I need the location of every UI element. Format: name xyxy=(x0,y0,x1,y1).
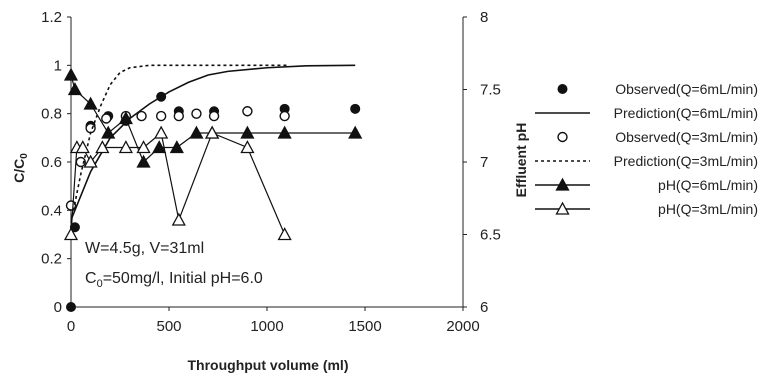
data-point xyxy=(240,125,255,139)
y2-axis-label: Effluent pH xyxy=(513,123,529,198)
data-point xyxy=(101,113,112,124)
legend-item: Prediction(Q=3mL/min) xyxy=(535,153,758,169)
data-point xyxy=(277,227,292,241)
y-tick-label: 1.2 xyxy=(41,9,62,26)
data-point xyxy=(136,110,147,122)
data-point xyxy=(63,227,79,241)
data-point xyxy=(118,111,133,125)
plot-area xyxy=(63,64,363,312)
y2-tick-label: 6 xyxy=(480,299,488,316)
data-point xyxy=(169,140,184,154)
legend-item: Observed(Q=6mL/min) xyxy=(557,81,758,97)
data-point xyxy=(350,103,361,114)
data-point xyxy=(348,125,363,139)
legend-item: pH(Q=6mL/min) xyxy=(535,177,758,193)
x-tick-label: 500 xyxy=(156,318,181,335)
data-point xyxy=(85,122,96,134)
data-point xyxy=(173,110,185,122)
legend-label: Observed(Q=3mL/min) xyxy=(615,129,758,145)
series-open-circle xyxy=(65,106,290,211)
data-point xyxy=(208,110,220,122)
legend: Observed(Q=6mL/min) Prediction(Q=6mL/min)… xyxy=(535,81,758,217)
y-tick-label: 1 xyxy=(54,57,62,74)
series-dashed-line xyxy=(70,64,287,223)
legend-label: Prediction(Q=3mL/min) xyxy=(614,153,758,169)
x-tick-label: 1500 xyxy=(348,318,381,335)
y-axis-label: C/C0 xyxy=(11,153,30,183)
legend-marker xyxy=(557,131,568,143)
data-point xyxy=(205,125,220,139)
data-point xyxy=(279,110,290,122)
x-tick-label: 2000 xyxy=(446,318,479,335)
series-line xyxy=(70,64,356,221)
y2-tick-label: 7 xyxy=(480,154,488,171)
series-line xyxy=(70,64,287,223)
data-point xyxy=(171,212,186,226)
y-tick-label: 0.6 xyxy=(41,154,62,171)
data-point xyxy=(191,108,202,119)
legend-label: pH(Q=3mL/min) xyxy=(658,201,758,217)
data-point xyxy=(63,67,79,81)
data-point xyxy=(136,140,151,154)
data-point xyxy=(136,154,151,168)
data-point xyxy=(155,110,167,122)
legend-label: Prediction(Q=6mL/min) xyxy=(614,105,758,121)
data-point xyxy=(279,103,290,114)
series-open-triangle xyxy=(63,125,292,241)
legend-label: Observed(Q=6mL/min) xyxy=(615,81,758,97)
y2-tick-label: 7.5 xyxy=(480,82,501,99)
x-tick-label: 1000 xyxy=(250,318,283,335)
data-point xyxy=(66,302,76,312)
y-tick-label: 0.8 xyxy=(41,106,62,123)
y-tick-label: 0.4 xyxy=(41,202,62,219)
y2-tick-label: 6.5 xyxy=(480,227,501,244)
data-point xyxy=(277,125,292,139)
legend-item: Prediction(Q=6mL/min) xyxy=(535,105,758,121)
y-tick-label: 0.2 xyxy=(41,251,62,268)
data-point xyxy=(83,154,98,168)
data-point xyxy=(95,140,110,154)
series-solid-line xyxy=(70,64,356,221)
data-point xyxy=(83,96,98,110)
legend-marker xyxy=(555,177,570,191)
data-point xyxy=(240,140,255,154)
y2-tick-label: 8 xyxy=(480,9,488,26)
data-point xyxy=(75,140,90,154)
data-point xyxy=(152,140,167,154)
data-point xyxy=(189,125,204,139)
y-tick-label: 0 xyxy=(54,299,62,316)
data-point xyxy=(242,106,253,117)
data-point xyxy=(101,125,116,139)
legend-item: Observed(Q=3mL/min) xyxy=(557,129,758,145)
annotation-concentration-ph: C0=50mg/l, Initial pH=6.0 xyxy=(85,270,263,290)
legend-label: pH(Q=6mL/min) xyxy=(658,177,758,193)
x-axis-label: Throughput volume (ml) xyxy=(188,357,349,373)
legend-marker xyxy=(557,84,568,94)
legend-item: pH(Q=3mL/min) xyxy=(535,201,758,217)
legend-marker xyxy=(555,201,570,215)
data-point xyxy=(118,140,133,154)
annotation-weight-volume: W=4.5g, V=31ml xyxy=(85,240,204,257)
data-point xyxy=(67,82,83,96)
x-tick-label: 0 xyxy=(67,318,75,335)
data-point xyxy=(154,125,169,139)
